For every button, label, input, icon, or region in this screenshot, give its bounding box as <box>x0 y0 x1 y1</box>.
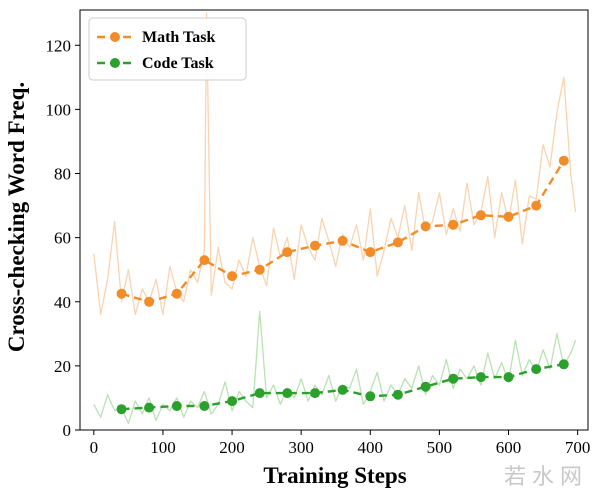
data-point-math-task <box>171 288 182 299</box>
data-point-math-task <box>531 200 542 211</box>
data-point-code-task <box>392 389 403 400</box>
y-tick-label: 20 <box>54 357 71 376</box>
x-axis-label: Training Steps <box>263 463 406 488</box>
legend-label-code-task: Code Task <box>142 55 214 72</box>
data-point-math-task <box>116 288 127 299</box>
data-point-code-task <box>420 381 431 392</box>
data-point-math-task <box>448 219 459 230</box>
x-tick-label: 300 <box>288 438 314 457</box>
data-point-code-task <box>475 372 486 383</box>
data-point-code-task <box>310 388 320 399</box>
y-tick-label: 60 <box>54 229 71 248</box>
y-tick-label: 80 <box>54 165 71 184</box>
data-point-math-task <box>144 296 155 307</box>
raw-trace-math-task <box>93 12 577 316</box>
y-tick-label: 40 <box>54 293 71 312</box>
legend: Math Task Code Task <box>88 17 247 81</box>
y-tick-label: 0 <box>63 421 72 440</box>
data-point-math-task <box>392 237 403 248</box>
legend-marker-math-task <box>110 32 120 42</box>
data-point-math-task <box>503 211 514 222</box>
data-point-code-task <box>171 401 182 411</box>
x-tick-label: 500 <box>427 438 453 457</box>
data-point-code-task <box>337 384 348 395</box>
data-point-code-task <box>365 391 376 402</box>
x-tick-label: 0 <box>90 438 99 457</box>
x-tick-label: 200 <box>219 438 245 457</box>
x-tick-label: 100 <box>150 438 176 457</box>
y-axis-label: Cross-checking Word Freq. <box>4 82 29 352</box>
x-tick-label: 600 <box>496 438 522 457</box>
data-point-math-task <box>310 240 320 251</box>
x-tick-label: 400 <box>358 438 384 457</box>
data-point-math-task <box>420 221 431 232</box>
data-point-math-task <box>337 235 348 246</box>
data-point-math-task <box>282 247 293 258</box>
data-point-math-task <box>475 210 486 221</box>
data-point-code-task <box>116 404 127 415</box>
legend-box <box>88 17 247 81</box>
y-tick-label: 120 <box>46 36 72 55</box>
data-point-code-task <box>144 402 155 413</box>
data-point-math-task <box>199 255 210 266</box>
data-point-code-task <box>199 401 210 411</box>
plot-frame <box>79 9 589 431</box>
watermark: 若水网 <box>503 465 588 490</box>
data-point-math-task <box>227 271 238 282</box>
data-point-code-task <box>531 364 542 375</box>
x-tick-label: 700 <box>565 438 591 457</box>
data-point-math-task <box>558 155 569 166</box>
data-point-code-task <box>227 396 238 407</box>
legend-label-math-task: Math Task <box>142 29 215 46</box>
data-point-math-task <box>365 247 376 258</box>
data-point-code-task <box>558 359 569 370</box>
data-point-code-task <box>503 372 514 383</box>
legend-marker-code-task <box>110 58 120 68</box>
data-point-code-task <box>254 388 265 399</box>
data-point-math-task <box>254 264 265 275</box>
data-point-code-task <box>448 373 459 384</box>
data-point-code-task <box>282 388 293 399</box>
y-tick-label: 100 <box>46 100 72 119</box>
